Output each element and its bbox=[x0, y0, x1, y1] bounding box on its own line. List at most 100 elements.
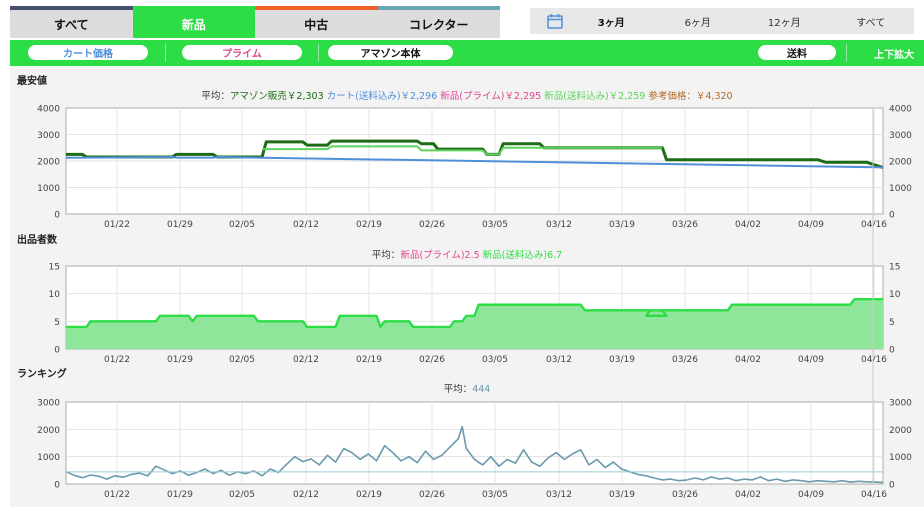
x-tick-label: 03/19 bbox=[609, 220, 635, 230]
chart-legend: 平均：アマゾン販売￥2,303 カート(送料込み)￥2,296 新品(プライム)… bbox=[201, 90, 732, 102]
tab-used[interactable]: 中古 bbox=[255, 6, 378, 38]
x-tick-label: 02/05 bbox=[229, 220, 255, 230]
y-tick-label: 2000 bbox=[37, 426, 60, 436]
separator bbox=[165, 44, 166, 62]
x-tick-label: 02/05 bbox=[229, 355, 255, 365]
y-tick-label-right: 3000 bbox=[889, 399, 912, 409]
chart-title: 出品者数 bbox=[17, 233, 58, 246]
expand-vertical-button[interactable]: 上下拡大 bbox=[874, 50, 914, 61]
legend-entry: 新品(送料込み)￥2,259 bbox=[541, 90, 645, 102]
cart-price-toggle[interactable]: カート価格 bbox=[28, 45, 148, 60]
top-bar: すべて 新品 中古 コレクター 3ヶ月 6ヶ月 12ヶ月 すべて bbox=[0, 0, 924, 40]
separator bbox=[318, 44, 319, 62]
x-tick-label: 04/16 bbox=[861, 220, 887, 230]
y-tick-label: 3000 bbox=[37, 399, 60, 409]
series-line bbox=[66, 139, 884, 170]
y-tick-label: 0 bbox=[54, 346, 60, 356]
y-tick-label: 1000 bbox=[37, 453, 60, 463]
y-tick-label-right: 0 bbox=[889, 211, 895, 221]
y-tick-label-right: 1000 bbox=[889, 184, 912, 194]
chart-title: 最安値 bbox=[17, 74, 47, 87]
x-tick-label: 01/29 bbox=[167, 490, 193, 500]
y-tick-label: 10 bbox=[49, 290, 61, 300]
x-tick-label: 03/26 bbox=[672, 490, 698, 500]
x-tick-label: 02/05 bbox=[229, 490, 255, 500]
x-tick-label: 02/12 bbox=[293, 490, 319, 500]
series-area bbox=[66, 299, 883, 349]
x-tick-label: 03/19 bbox=[609, 355, 635, 365]
x-tick-label: 04/09 bbox=[798, 355, 824, 365]
x-tick-label: 03/26 bbox=[672, 220, 698, 230]
legend-entry: カート(送料込み)￥2,296 bbox=[324, 90, 438, 102]
legend-entry: 444 bbox=[472, 384, 490, 395]
calendar-icon[interactable] bbox=[542, 8, 568, 34]
prime-toggle[interactable]: プライム bbox=[182, 45, 302, 60]
y-tick-label-right: 2000 bbox=[889, 426, 912, 436]
y-tick-label: 3000 bbox=[37, 131, 60, 141]
filter-bar: カート価格 プライム アマゾン本体 送料 上下拡大 bbox=[10, 40, 924, 66]
series-line bbox=[65, 156, 884, 169]
x-tick-label: 03/19 bbox=[609, 490, 635, 500]
range-all[interactable]: すべて bbox=[856, 17, 886, 29]
x-tick-label: 01/22 bbox=[104, 355, 130, 365]
y-tick-label-right: 1000 bbox=[889, 453, 912, 463]
y-tick-label: 15 bbox=[49, 263, 60, 273]
amazon-toggle[interactable]: アマゾン本体 bbox=[328, 45, 453, 60]
legend-entry: 新品(プライム)￥2,295 bbox=[437, 90, 541, 102]
x-tick-label: 03/05 bbox=[482, 355, 508, 365]
x-tick-label: 02/26 bbox=[419, 490, 445, 500]
separator bbox=[846, 44, 847, 62]
y-tick-label-right: 3000 bbox=[889, 131, 912, 141]
x-tick-label: 04/16 bbox=[861, 355, 887, 365]
x-tick-label: 02/12 bbox=[293, 220, 319, 230]
y-tick-label-right: 0 bbox=[889, 346, 895, 356]
y-tick-label-right: 4000 bbox=[889, 105, 912, 115]
y-tick-label: 0 bbox=[54, 211, 60, 221]
range-6-months[interactable]: 6ヶ月 bbox=[684, 17, 711, 29]
legend-entry: 新品(送料込み)6.7 bbox=[480, 249, 563, 261]
y-tick-label: 4000 bbox=[37, 105, 60, 115]
series-line bbox=[65, 425, 884, 484]
y-tick-label-right: 2000 bbox=[889, 158, 912, 168]
charts-area: 最安値 4000 4000 3000 3000 2000 2000 1000 1000 0 0 01/… bbox=[10, 66, 924, 507]
x-tick-label: 02/19 bbox=[356, 355, 382, 365]
x-tick-label: 02/26 bbox=[419, 220, 445, 230]
x-tick-label: 02/12 bbox=[293, 355, 319, 365]
tab-collector[interactable]: コレクター bbox=[377, 6, 500, 38]
x-tick-label: 03/05 bbox=[482, 490, 508, 500]
y-tick-label-right: 10 bbox=[889, 290, 901, 300]
tab-all[interactable]: すべて bbox=[10, 6, 133, 38]
x-tick-label: 01/22 bbox=[104, 490, 130, 500]
x-tick-label: 04/09 bbox=[798, 220, 824, 230]
legend-prefix: 平均： bbox=[444, 383, 473, 395]
chart-title: ランキング bbox=[17, 367, 67, 380]
x-tick-label: 04/02 bbox=[735, 355, 761, 365]
x-tick-label: 02/19 bbox=[356, 220, 382, 230]
range-12-months[interactable]: 12ヶ月 bbox=[767, 17, 801, 29]
series-line bbox=[262, 145, 663, 156]
legend-prefix: 平均： bbox=[372, 249, 401, 261]
x-tick-label: 03/12 bbox=[546, 355, 572, 365]
x-tick-label: 03/12 bbox=[546, 220, 572, 230]
x-tick-label: 04/09 bbox=[798, 490, 824, 500]
x-tick-label: 04/02 bbox=[735, 220, 761, 230]
legend-entry: アマゾン販売￥2,303 bbox=[230, 90, 324, 102]
tab-new[interactable]: 新品 bbox=[132, 6, 255, 38]
y-tick-label-right: 5 bbox=[889, 318, 895, 328]
x-tick-label: 03/26 bbox=[672, 355, 698, 365]
range-selector: 3ヶ月 6ヶ月 12ヶ月 すべて bbox=[530, 8, 914, 34]
x-tick-label: 03/05 bbox=[482, 220, 508, 230]
shipping-toggle[interactable]: 送料 bbox=[758, 45, 836, 60]
x-tick-label: 01/29 bbox=[167, 220, 193, 230]
y-tick-label: 1000 bbox=[37, 184, 60, 194]
y-tick-label: 5 bbox=[54, 318, 60, 328]
x-tick-label: 02/19 bbox=[356, 490, 382, 500]
legend-entry: 新品(プライム)2.5 bbox=[400, 249, 479, 261]
condition-tabs: すべて 新品 中古 コレクター bbox=[10, 6, 500, 38]
x-tick-label: 04/16 bbox=[861, 490, 887, 500]
range-3-months[interactable]: 3ヶ月 bbox=[597, 17, 625, 29]
x-tick-label: 03/12 bbox=[546, 490, 572, 500]
y-tick-label-right: 0 bbox=[889, 481, 895, 491]
legend-entry: 参考価格：￥4,320 bbox=[645, 90, 732, 102]
